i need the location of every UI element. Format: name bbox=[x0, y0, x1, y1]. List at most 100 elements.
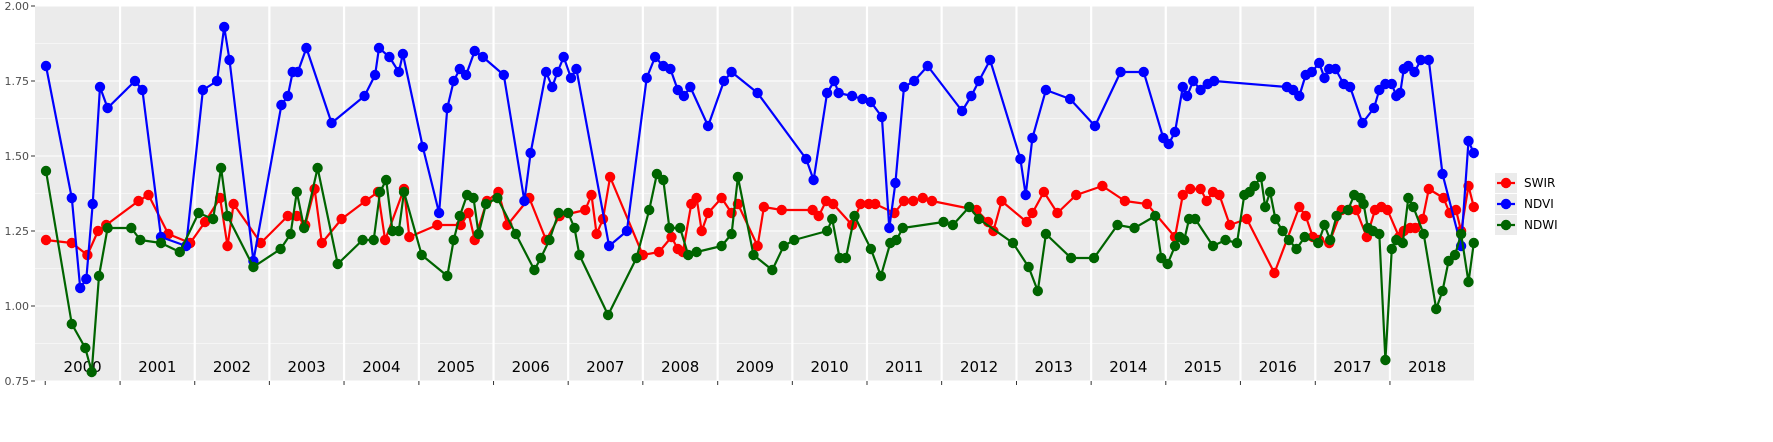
data-point-ndwi bbox=[947, 219, 959, 231]
series-line-ndwi bbox=[44, 166, 1475, 374]
data-point-swir bbox=[855, 198, 866, 210]
data-point-swir bbox=[1097, 180, 1108, 192]
data-point-ndwi bbox=[285, 228, 296, 240]
data-point-ndvi bbox=[641, 72, 652, 84]
data-point-swir bbox=[580, 204, 591, 216]
data-point-ndwi bbox=[126, 222, 137, 234]
data-point-ndwi bbox=[398, 186, 410, 198]
data-point-swir bbox=[1438, 192, 1449, 204]
data-point-ndvi bbox=[726, 66, 737, 78]
data-point-ndvi bbox=[665, 63, 676, 75]
data-point-ndvi bbox=[219, 21, 230, 33]
data-point-swir bbox=[758, 201, 770, 213]
data-point-ndvi bbox=[801, 153, 812, 165]
data-point-ndwi bbox=[155, 237, 167, 249]
data-point-swir bbox=[1382, 204, 1393, 216]
legend-label-swir: SWIR bbox=[1524, 176, 1555, 190]
data-point-ndvi bbox=[846, 90, 858, 102]
data-point-swir bbox=[1241, 213, 1253, 225]
data-point-ndwi bbox=[563, 207, 574, 219]
data-point-swir bbox=[1021, 216, 1032, 228]
data-point-ndvi bbox=[66, 192, 78, 204]
data-point-ndvi bbox=[571, 63, 582, 75]
data-point-ndvi bbox=[129, 75, 141, 87]
data-point-ndvi bbox=[384, 51, 395, 63]
data-point-ndvi bbox=[276, 99, 287, 111]
data-point-ndwi bbox=[1065, 252, 1077, 264]
data-point-swir bbox=[1351, 204, 1362, 216]
data-point-ndvi bbox=[1386, 78, 1398, 90]
data-point-ndvi bbox=[94, 81, 106, 93]
data-point-ndvi bbox=[224, 54, 235, 66]
data-point-ndvi bbox=[1177, 81, 1189, 93]
data-point-ndvi bbox=[1368, 102, 1380, 114]
data-point-swir bbox=[926, 195, 938, 207]
data-point-ndwi bbox=[1319, 219, 1330, 231]
data-point-ndvi bbox=[649, 51, 661, 63]
data-point-ndwi bbox=[1162, 258, 1173, 270]
data-point-ndwi bbox=[1220, 234, 1231, 246]
data-point-ndwi bbox=[716, 240, 727, 252]
data-point-ndvi bbox=[1437, 168, 1448, 180]
data-point-ndvi bbox=[603, 240, 615, 252]
data-point-ndwi bbox=[1260, 201, 1271, 213]
data-point-ndwi bbox=[602, 309, 614, 321]
data-point-ndwi bbox=[789, 234, 800, 246]
data-point-swir bbox=[691, 192, 702, 204]
data-point-ndvi bbox=[966, 90, 977, 102]
data-point-ndwi bbox=[664, 222, 675, 234]
data-point-swir bbox=[716, 192, 727, 204]
y-tick-label: 1.25 bbox=[5, 225, 30, 238]
data-point-swir bbox=[1410, 222, 1421, 234]
data-point-ndvi bbox=[718, 75, 730, 87]
data-point-ndvi bbox=[442, 102, 453, 114]
data-point-ndvi bbox=[448, 75, 459, 87]
data-point-ndwi bbox=[1403, 192, 1414, 204]
data-point-ndwi bbox=[644, 204, 655, 216]
data-point-swir bbox=[828, 198, 839, 210]
data-point-swir bbox=[776, 204, 787, 216]
data-point-swir bbox=[917, 192, 928, 204]
data-point-ndwi bbox=[381, 174, 392, 186]
year-label: 2009 bbox=[736, 358, 774, 376]
y-axis: 0.75 1.00 1.25 1.50 1.75 2.00 bbox=[5, 0, 35, 388]
data-point-ndwi bbox=[1179, 234, 1190, 246]
data-point-ndvi bbox=[808, 174, 819, 186]
data-point-ndwi bbox=[1342, 204, 1354, 216]
data-point-swir bbox=[666, 231, 677, 243]
data-point-swir bbox=[1052, 207, 1063, 219]
year-label: 2017 bbox=[1333, 358, 1371, 376]
data-point-ndvi bbox=[1015, 153, 1026, 165]
data-point-swir bbox=[336, 213, 347, 225]
data-point-ndwi bbox=[1129, 222, 1140, 234]
data-point-ndwi bbox=[726, 228, 737, 240]
data-point-ndvi bbox=[469, 45, 480, 57]
data-point-swir bbox=[228, 198, 239, 210]
data-point-ndwi bbox=[66, 318, 78, 330]
data-point-ndvi bbox=[417, 141, 428, 153]
year-label: 2003 bbox=[288, 358, 326, 376]
data-point-ndwi bbox=[748, 249, 759, 261]
data-point-swir bbox=[752, 240, 763, 252]
data-point-swir bbox=[133, 195, 144, 207]
data-point-ndwi bbox=[1032, 285, 1044, 297]
data-point-ndwi bbox=[1397, 237, 1409, 249]
data-point-ndvi bbox=[40, 60, 52, 72]
data-point-ndwi bbox=[1455, 228, 1467, 240]
data-point-ndwi bbox=[442, 270, 453, 282]
data-point-ndvi bbox=[359, 90, 370, 102]
data-point-swir bbox=[379, 234, 391, 246]
x-axis: 2000 2001 2002 2003 2004 2005 2006 2007 2008 2009… bbox=[44, 358, 1446, 385]
data-point-ndvi bbox=[477, 51, 489, 63]
data-point-swir bbox=[1423, 183, 1435, 195]
data-point-swir bbox=[1214, 189, 1225, 201]
data-point-ndwi bbox=[510, 228, 521, 240]
data-point-ndwi bbox=[492, 192, 503, 204]
data-point-swir bbox=[143, 189, 154, 201]
data-point-ndvi bbox=[547, 81, 558, 93]
data-point-ndwi bbox=[1277, 225, 1288, 237]
data-point-swir bbox=[1195, 183, 1206, 195]
data-point-ndvi bbox=[1169, 126, 1181, 138]
data-point-swir bbox=[463, 207, 474, 219]
data-point-ndwi bbox=[1190, 213, 1201, 225]
